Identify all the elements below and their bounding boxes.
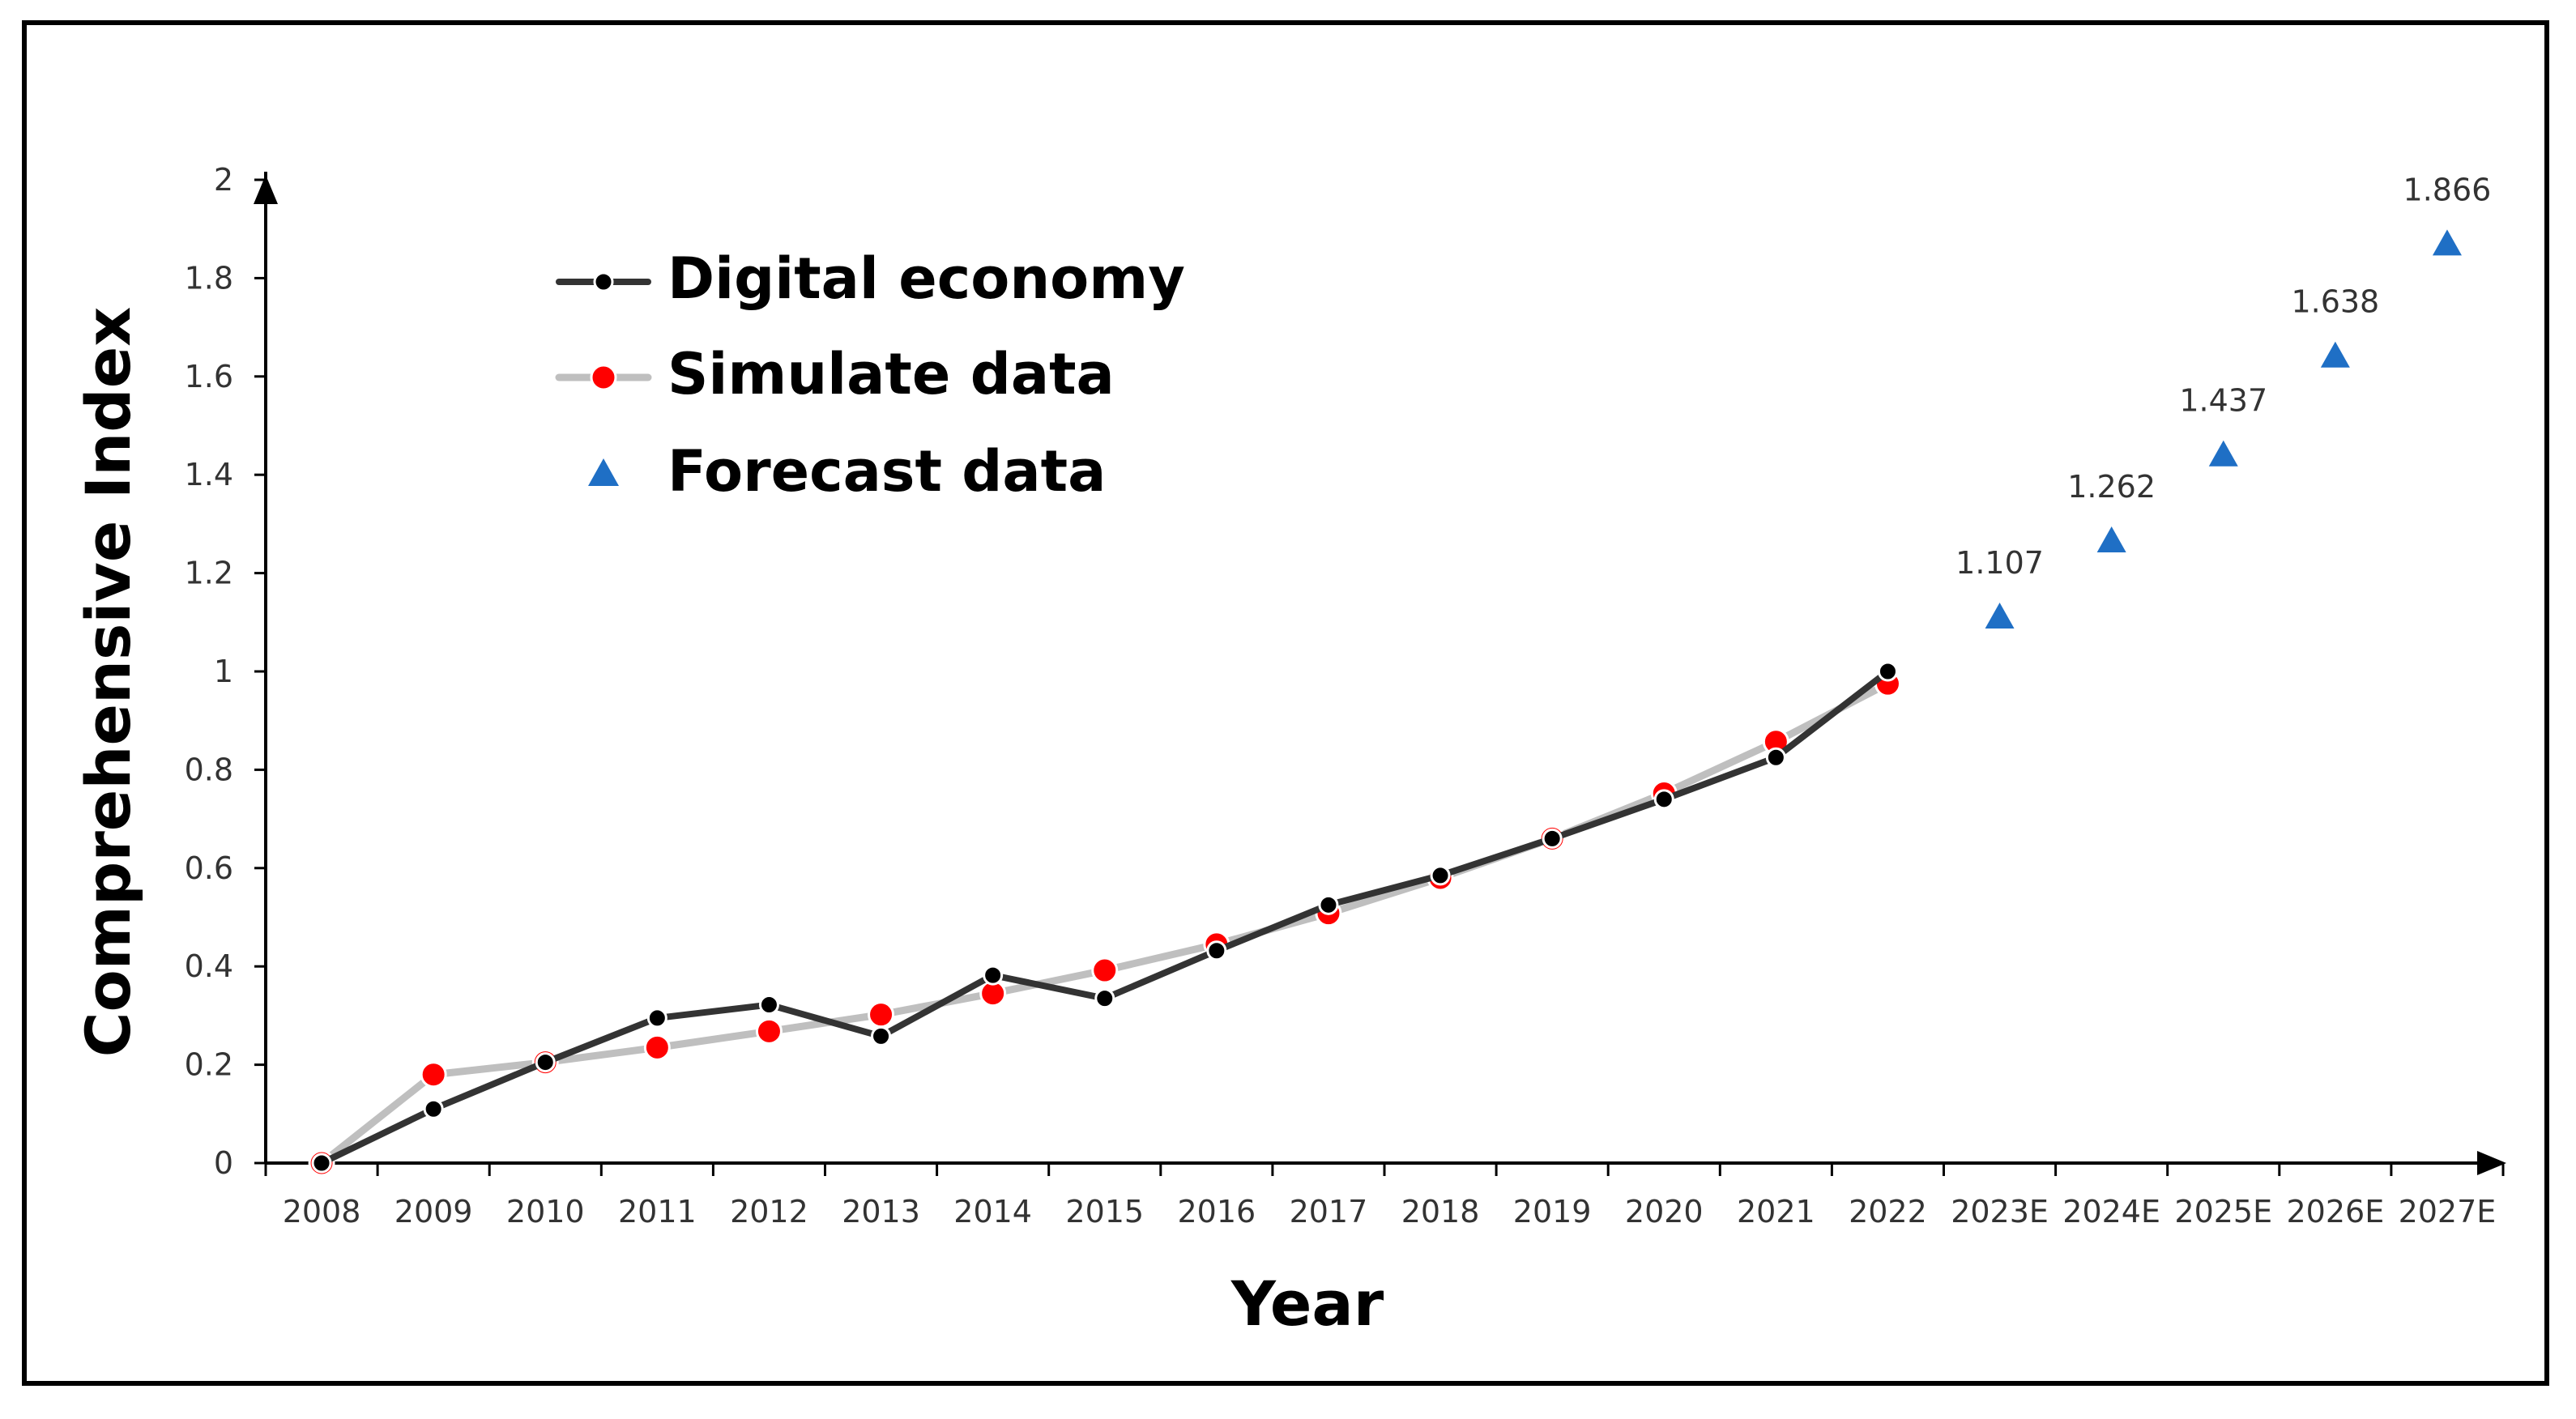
x-tick-label: 2021 (1737, 1194, 1815, 1229)
y-tick-label: 0 (214, 1145, 233, 1181)
y-tick-label: 1 (214, 654, 233, 689)
forecast-triangle (2432, 229, 2462, 256)
x-tick-label: 2010 (506, 1194, 585, 1229)
data-point-simulate-data (420, 1061, 447, 1089)
data-point-digital-economy (1653, 789, 1674, 810)
y-tick-label: 0.6 (185, 850, 233, 886)
x-tick-label: 2025E (2174, 1194, 2272, 1229)
data-point-simulate-data (1091, 957, 1119, 984)
data-point-digital-economy (1430, 865, 1451, 886)
x-tick-label: 2013 (842, 1194, 920, 1229)
series-layer: 1.107 1.262 1.437 1.638 1.866 (308, 172, 2491, 1177)
data-point-digital-economy (535, 1052, 556, 1073)
data-point-simulate-data (868, 1001, 895, 1029)
data-point-digital-economy (1765, 747, 1786, 768)
data-point-simulate-data (755, 1017, 783, 1045)
x-tick-label: 2019 (1513, 1194, 1592, 1229)
series-digital-economy (311, 661, 1898, 1174)
forecast-data-label: 1.866 (2403, 172, 2492, 207)
legend-label: Forecast data (667, 438, 1106, 505)
y-tick-label: 1.4 (185, 457, 233, 492)
data-point-digital-economy (758, 995, 779, 1016)
forecast-triangle (2208, 440, 2238, 467)
x-tick-label: 2012 (730, 1194, 808, 1229)
y-tick-label: 0.8 (185, 752, 233, 787)
legend-triangle-swatch (588, 458, 619, 486)
legend-label: Digital economy (667, 245, 1185, 312)
data-point-digital-economy (646, 1008, 667, 1029)
data-point-digital-economy (1318, 894, 1339, 915)
x-tick-label: 2022 (1849, 1194, 1927, 1229)
x-tick-label: 2015 (1065, 1194, 1144, 1229)
forecast-data-label: 1.638 (2291, 284, 2379, 320)
legend-marker-swatch (593, 271, 614, 292)
forecast-triangle (1985, 603, 2015, 629)
x-tick-label: 2016 (1177, 1194, 1256, 1229)
x-tick-label: 2024E (2062, 1194, 2160, 1229)
data-point-simulate-data (643, 1033, 671, 1061)
x-tick-label: 2017 (1290, 1194, 1368, 1229)
y-tick-label: 1.8 (185, 260, 233, 296)
data-point-digital-economy (871, 1025, 892, 1046)
data-point-digital-economy (423, 1098, 444, 1119)
x-tick-label: 2011 (618, 1194, 697, 1229)
x-tick-label: 2008 (283, 1194, 361, 1229)
legend-label: Simulate data (667, 341, 1115, 407)
x-tick-label: 2018 (1401, 1194, 1480, 1229)
y-tick-label: 0.2 (185, 1047, 233, 1083)
x-tick-label: 2020 (1625, 1194, 1704, 1229)
y-tick-label: 1.6 (185, 359, 233, 394)
y-axis: 0 0.2 0.4 0.6 0.8 1 1.2 1.4 1.6 1.8 2 (185, 162, 278, 1181)
x-axis: 2008 2009 2010 2011 2012 2013 2014 2015 2016 2017… (264, 1151, 2506, 1229)
legend-item-digital-economy: Digital economy (556, 245, 1185, 312)
legend: Digital economy Simulate data Forecast dat… (555, 245, 1185, 505)
x-tick-label: 2023E (1951, 1194, 2049, 1229)
forecast-data-label: 1.437 (2179, 383, 2267, 419)
legend-marker-swatch (590, 364, 617, 391)
forecast-data-label: 1.262 (2067, 469, 2156, 505)
y-tick-label: 2 (214, 162, 233, 198)
x-tick-label: 2014 (953, 1194, 1032, 1229)
data-point-digital-economy (1877, 661, 1898, 682)
x-axis-arrow (2477, 1151, 2506, 1175)
series-simulate-data (308, 670, 1901, 1177)
forecast-data-label: 1.107 (1955, 545, 2044, 581)
y-axis-arrow (254, 175, 278, 204)
y-tick-label: 1.2 (185, 556, 233, 591)
y-tick-label: 0.4 (185, 948, 233, 984)
x-axis-title: Year (1230, 1268, 1384, 1340)
data-point-digital-economy (983, 965, 1004, 986)
series-forecast-data: 1.107 1.262 1.437 1.638 1.866 (1955, 172, 2491, 629)
x-tick-label: 2009 (395, 1194, 473, 1229)
data-point-digital-economy (1542, 828, 1563, 849)
x-tick-label: 2026E (2286, 1194, 2384, 1229)
forecast-triangle (2320, 341, 2350, 368)
forecast-triangle (2096, 526, 2126, 552)
legend-item-simulate-data: Simulate data (555, 341, 1115, 407)
data-point-digital-economy (1206, 940, 1227, 961)
data-point-digital-economy (1094, 988, 1115, 1009)
data-point-digital-economy (311, 1153, 332, 1174)
x-tick-label: 2027E (2399, 1194, 2497, 1229)
legend-item-forecast-data: Forecast data (588, 438, 1106, 505)
y-axis-title: Comprehensive Index (72, 307, 144, 1058)
chart-frame (22, 20, 2549, 1386)
